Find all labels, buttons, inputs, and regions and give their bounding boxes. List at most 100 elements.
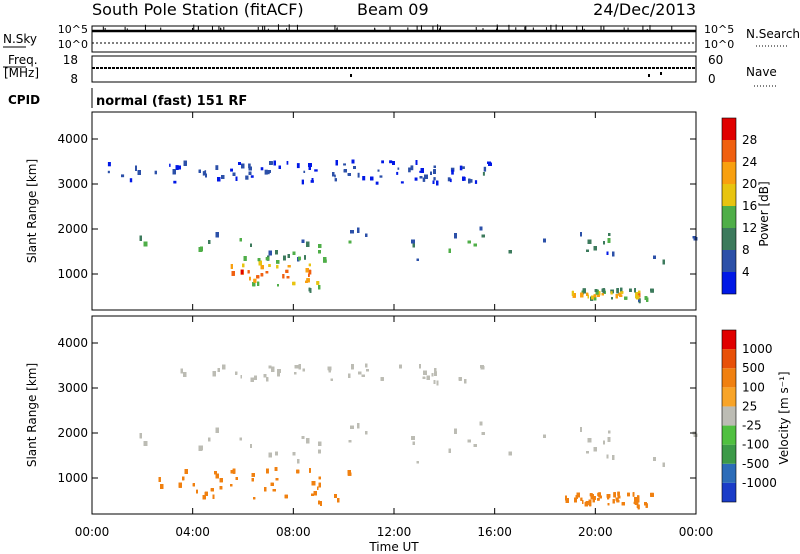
freq-outlier-dot — [660, 72, 662, 75]
power-ytick-label: 3000 — [57, 177, 88, 191]
power-cell — [447, 177, 451, 182]
power-cell — [611, 297, 613, 300]
velocity-cell — [365, 363, 368, 368]
power-cell — [308, 269, 312, 275]
power-cell — [306, 278, 310, 283]
power-cell — [287, 265, 291, 268]
power-cell — [636, 295, 640, 300]
power-cell — [311, 178, 314, 181]
power-ytick-label: 2000 — [57, 222, 88, 236]
power-cell — [250, 243, 252, 247]
velocity-cell — [434, 368, 437, 371]
nave-tick-top: 60 — [708, 53, 723, 67]
velocity-cell — [431, 373, 434, 377]
power-cell — [448, 248, 451, 253]
velocity-cell — [380, 377, 384, 381]
velocity-cell — [433, 380, 436, 384]
power-cell — [474, 180, 478, 184]
nsky-tick-top: 10^5 — [58, 23, 88, 36]
power-cell — [285, 269, 289, 273]
velocity-cell — [480, 366, 485, 370]
power-cell — [173, 180, 177, 184]
power-cell — [601, 293, 604, 296]
station-title: South Pole Station (fitACF) — [92, 0, 304, 19]
power-cell — [644, 296, 648, 300]
power-cell — [334, 174, 336, 178]
power-cell — [422, 177, 426, 182]
power-cell — [240, 269, 244, 275]
power-cell — [239, 238, 242, 242]
power-cell — [247, 270, 250, 274]
date-title: 24/Dec/2013 — [593, 0, 696, 19]
power-cell — [316, 281, 320, 285]
power-colorbar-tick: 24 — [742, 155, 757, 169]
power-cell — [169, 163, 171, 167]
power-cell — [572, 293, 576, 298]
power-cell — [397, 167, 400, 170]
power-cell — [268, 250, 272, 256]
power-cell — [414, 177, 418, 181]
nsky-label: N.Sky — [3, 32, 37, 46]
velocity-cell — [458, 377, 462, 381]
power-cell — [571, 290, 574, 296]
power-cell — [581, 290, 584, 295]
power-cell — [357, 172, 360, 178]
velocity-cell — [254, 375, 257, 380]
power-cell — [591, 295, 594, 300]
power-cell — [488, 162, 492, 166]
power-cell — [334, 178, 337, 182]
cpid-label: CPID — [8, 93, 40, 107]
power-cell — [449, 178, 452, 183]
power-cell — [305, 280, 308, 283]
power-colorbar-swatch — [722, 118, 736, 140]
power-cell — [375, 181, 379, 185]
power-cell — [215, 232, 219, 238]
power-cell — [139, 235, 142, 241]
velocity-cell — [327, 366, 332, 371]
power-cell — [178, 165, 181, 170]
power-cell — [183, 160, 187, 166]
power-cell — [377, 169, 380, 172]
freq-label-line2: [MHz] — [4, 66, 39, 80]
nsearch-tick-top: 10^5 — [704, 23, 734, 36]
power-cell — [107, 170, 110, 174]
power-cell — [221, 175, 225, 179]
power-ytick-label: 1000 — [57, 267, 88, 281]
velocity-cell — [271, 366, 275, 372]
power-cell — [582, 288, 586, 294]
power-cell — [379, 175, 383, 178]
power-cell — [618, 292, 622, 296]
power-cell — [332, 172, 335, 177]
power-cell — [419, 170, 421, 173]
power-cell — [467, 240, 471, 244]
power-cell — [245, 175, 249, 180]
power-cell — [415, 160, 418, 165]
velocity-cell — [277, 369, 281, 373]
power-cell — [268, 264, 271, 267]
power-cell — [653, 255, 656, 259]
velocity-cell — [250, 377, 254, 382]
power-cell — [250, 175, 254, 178]
power-cell — [469, 179, 473, 183]
power-cell — [260, 167, 264, 171]
power-cell — [258, 260, 262, 266]
power-cell — [230, 168, 233, 172]
power-cell — [154, 170, 157, 175]
power-cell — [473, 243, 477, 247]
power-cell — [248, 163, 251, 169]
power-cell — [107, 162, 111, 167]
velocity-cell — [434, 371, 437, 376]
freq-outlier-dot — [648, 74, 650, 77]
power-cell — [432, 180, 435, 184]
power-cell — [301, 179, 304, 185]
nsearch-tick-bottom: 10^0 — [704, 38, 734, 51]
power-cell — [638, 290, 641, 294]
power-cell — [232, 172, 236, 176]
velocity-cell — [426, 375, 430, 380]
power-colorbar-tick: 4 — [742, 265, 750, 279]
power-cell — [318, 250, 321, 254]
power-cell — [603, 241, 605, 245]
power-cell — [286, 276, 290, 279]
